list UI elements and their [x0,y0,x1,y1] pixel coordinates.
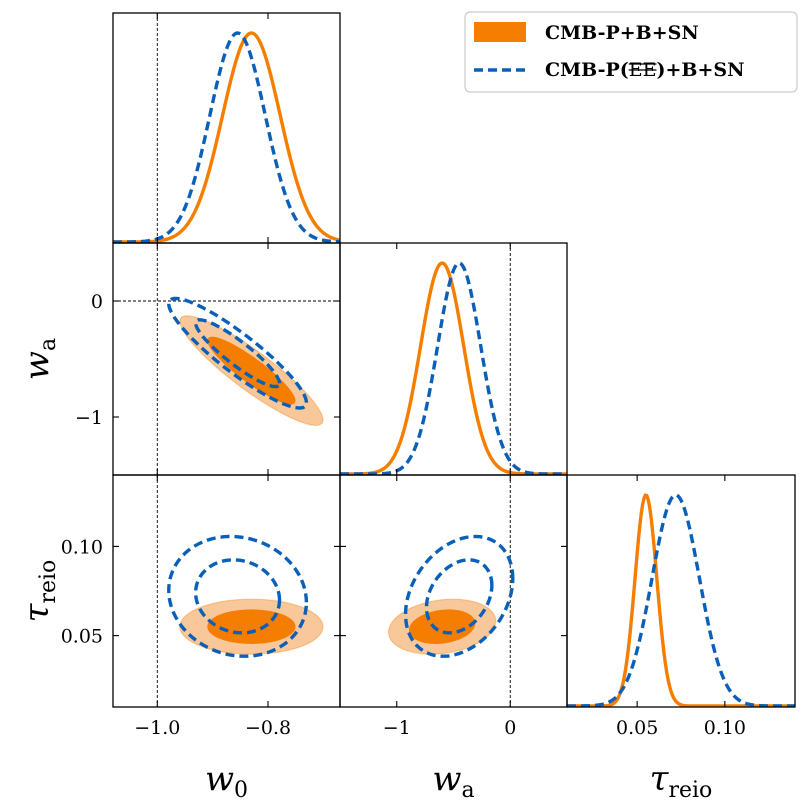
panel-tau-vs-wa [387,475,515,707]
x-tick-label-wa: −1 [383,717,411,739]
x-tick-label-tau: 0.05 [616,717,658,739]
x-tick-label-w0: −0.8 [245,717,291,739]
x-axis-label-wa: wa [432,759,474,803]
marginal-wa-dashed [340,261,567,475]
x-axis-label-tau: τreio [650,759,713,803]
x-tick-label-tau: 0.10 [704,717,746,739]
panel-tau-vs-w0 [156,475,324,707]
marginal-w0-filled [113,31,340,243]
y-tick-label-wa: 0 [91,291,103,313]
contour-95-dashed [167,534,309,658]
panel-wa-vs-w0 [113,243,340,475]
contour-68-filled [408,609,476,644]
contour-95-dashed [167,296,309,410]
legend-label-filled: CMB-P+B+SN [545,22,699,44]
legend-swatch-filled [474,22,526,42]
panel-tau-vs-tau [567,493,795,707]
contour-68-dashed [424,558,494,635]
legend-frame [464,11,798,93]
marginal-wa-filled [340,261,567,475]
panel-frame [112,474,341,708]
marginal-tau-filled [567,493,795,707]
panel-wa-vs-wa [340,243,567,475]
panel-frame [339,474,568,708]
x-tick-label-wa: 0 [504,717,516,739]
contour-95-dashed [403,534,515,658]
y-axis-label-tau: τreio [17,560,61,623]
marginal-w0-dashed [113,31,340,243]
panel-frame [566,474,796,708]
y-tick-label-tau: 0.10 [61,536,103,558]
marginal-tau-dashed [567,493,795,707]
panel-w0-vs-w0 [113,13,340,243]
x-tick-label-w0: −1.0 [134,717,180,739]
y-tick-label-wa: −1 [75,407,103,429]
contour-68-dashed [193,318,282,389]
y-axis-label-wa: wa [17,338,61,380]
panel-frame [339,242,568,476]
y-tick-label-tau: 0.05 [61,626,103,648]
x-axis-label-w0: w0 [205,759,248,803]
